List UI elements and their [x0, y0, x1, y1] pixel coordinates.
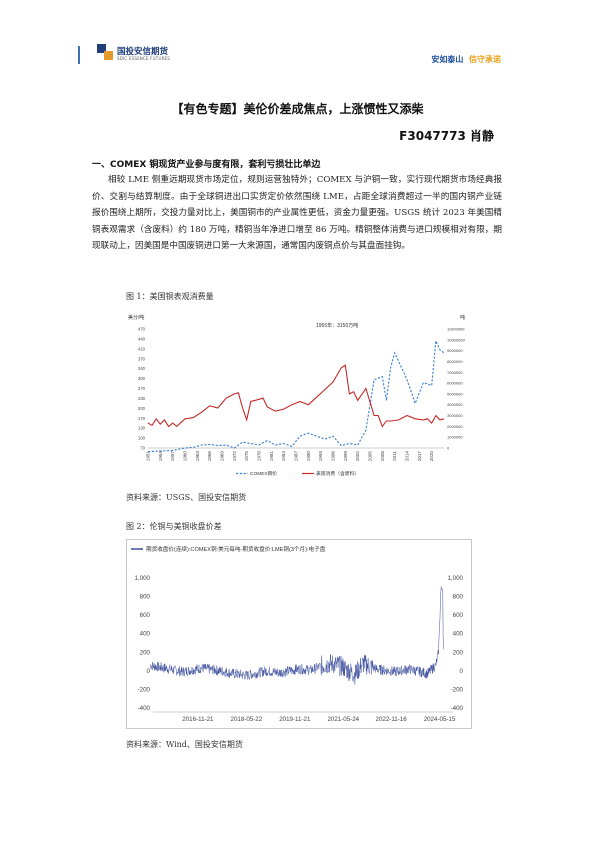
fig1-series-comex-line [147, 338, 445, 453]
fig1-series-consumption-line [147, 364, 445, 428]
fig1-x-tick-label: 1951 [146, 451, 151, 462]
fig1-x-tick-label: 1960 [183, 451, 188, 462]
fig1-right-tick-label: 5000000 [447, 391, 463, 396]
fig1-x-tick-label: 2014 [405, 451, 410, 462]
fig1-x-tick-label: 1990 [306, 451, 311, 462]
fig1-left-tick-label: 130 [138, 426, 146, 431]
figure1-caption: 图 1：美国铜表观消费量 [126, 292, 214, 301]
fig1-left-axis-label: 美分/吨 [128, 314, 144, 321]
fig1-x-tick-label: 2020 [429, 451, 434, 462]
fig2-legend-label: 期货收盘价(连续):COMEX铜:美元每吨-期货收盘价:LME铜(3个月):电子… [146, 545, 326, 553]
fig2-right-tick-label: 600 [453, 612, 464, 619]
fig2-left-tick-label: 200 [140, 649, 151, 656]
fig2-x-tick-label: 2021-05-24 [327, 716, 359, 723]
fig1-right-tick-label: 1000000 [447, 435, 463, 440]
fig1-left-tick-label: 300 [138, 376, 146, 381]
figure1-svg: 美分/吨 吨 1955年：3150万吨 470 440 410 370 340 300 27… [128, 314, 466, 477]
fig2-right-tick-label: -400 [451, 705, 464, 712]
figure1-chart: 美分/吨 吨 1955年：3150万吨 470 440 410 370 340 300 27… [126, 307, 472, 483]
fig2-left-tick-label: 400 [140, 631, 151, 638]
fig1-x-tick-label: 1966 [207, 451, 212, 462]
fig1-x-tick-label: 1999 [343, 451, 348, 462]
fig2-right-tick-label: 200 [453, 649, 464, 656]
fig1-annotation: 1955年：3150万吨 [316, 322, 358, 329]
fig1-right-tick-label: 4000000 [447, 402, 463, 407]
header-slogan: 安如泰山 信守承诺 [431, 54, 501, 65]
fig2-spread-line [150, 586, 445, 685]
fig2-left-tick-label: 800 [140, 594, 151, 601]
fig1-left-tick-label: 200 [138, 406, 146, 411]
fig2-x-tick-label: 2019-11-21 [279, 716, 311, 723]
fig1-right-tick-label: 10000000 [447, 337, 466, 342]
fig1-right-tick-label: 11000000 [447, 327, 465, 332]
figure1-source: 资料来源：USGS、国投安信期货 [126, 493, 247, 502]
fig1-left-tick-label: 270 [138, 386, 146, 391]
header-accent-bar [78, 46, 80, 64]
figure2-source: 资料来源：Wind、国投安信期货 [126, 740, 243, 749]
fig2-right-tick-label: -200 [451, 686, 464, 693]
fig1-left-tick-label: 410 [138, 346, 146, 351]
fig1-left-tick-label: 100 [138, 436, 146, 441]
fig2-right-tick-label: 800 [453, 594, 464, 601]
figure2-svg: 期货收盘价(连续):COMEX铜:美元每吨-期货收盘价:LME铜(3个月):电子… [131, 545, 464, 723]
fig1-x-tick-label: 1954 [158, 451, 163, 462]
fig1-left-tick-label: 440 [138, 336, 146, 341]
fig2-left-tick-label: 0 [147, 668, 151, 675]
fig2-right-tick-label: 0 [460, 668, 464, 675]
fig1-right-tick-label: 6000000 [447, 381, 463, 386]
figure2-caption: 图 2：伦铜与美铜收盘价差 [126, 522, 222, 531]
slogan-part1: 安如泰山 [431, 55, 464, 64]
fig1-x-tick-label: 1987 [294, 451, 299, 462]
fig1-x-tick-label: 1996 [331, 451, 336, 462]
fig1-x-tick-label: 1981 [269, 451, 274, 462]
fig1-x-tick-label: 1972 [232, 451, 237, 462]
section-heading: 一、COMEX 铜现货产业参与度有限，套利亏损壮比单边 [92, 160, 321, 170]
fig2-left-tick-label: 1,000 [135, 575, 151, 582]
fig2-right-tick-label: 400 [453, 631, 464, 638]
fig1-x-tick-label: 1957 [170, 451, 175, 462]
fig1-right-tick-label: 9000000 [447, 348, 463, 353]
fig1-x-tick-label: 1993 [318, 451, 323, 462]
document-author: F3047773 肖静 [399, 129, 494, 143]
fig2-right-tick-label: 1,000 [448, 575, 464, 582]
slogan-part2: 信守承诺 [469, 55, 501, 64]
fig2-left-tick-label: 600 [140, 612, 151, 619]
fig1-x-tick-label: 1978 [257, 451, 262, 462]
fig1-x-tick-label: 2017 [417, 451, 422, 462]
fig1-right-tick-label: 8000000 [447, 359, 463, 364]
fig1-x-tick-label: 2011 [392, 451, 397, 461]
document-title: 【有色专题】美伦价差成焦点，上涨惯性又添柴 [171, 102, 424, 116]
fig1-x-tick-label: 1963 [195, 451, 200, 462]
fig1-right-tick-label: 3000000 [447, 413, 463, 418]
fig2-x-tick-label: 2022-11-16 [376, 716, 408, 723]
company-logo-cn: 国投安信期货 [117, 47, 169, 57]
fig1-left-tick-label: 170 [138, 416, 146, 421]
fig2-x-tick-label: 2016-11-21 [182, 716, 214, 723]
fig1-left-tick-label: 230 [138, 396, 146, 401]
fig2-x-tick-label: 2018-05-22 [231, 716, 263, 723]
company-logo-icon [97, 44, 113, 60]
fig2-x-tick-label: 2024-05-15 [424, 716, 456, 723]
fig1-right-tick-label: 2000000 [447, 424, 463, 429]
fig1-x-tick-label: 2005 [368, 451, 373, 462]
fig1-x-tick-label: 1975 [244, 451, 249, 462]
fig1-right-tick-label: 0 [447, 446, 450, 451]
fig1-x-tick-label: 2002 [355, 451, 360, 462]
fig1-left-tick-label: 470 [138, 327, 146, 332]
fig1-left-tick-label: 370 [138, 356, 146, 361]
fig1-x-tick-label: 2008 [380, 451, 385, 462]
fig1-x-tick-label: 1969 [220, 451, 225, 462]
fig1-legend-label: 表观消费（含废料） [316, 470, 359, 477]
fig2-left-tick-label: -400 [138, 705, 151, 712]
fig1-legend-label: COMEX铜价 [250, 470, 277, 477]
company-logo-en: SDIC ESSENCE FUTURES [117, 56, 171, 61]
figure2-chart: 期货收盘价(连续):COMEX铜:美元每吨-期货收盘价:LME铜(3个月):电子… [126, 539, 472, 729]
fig1-right-tick-label: 7000000 [447, 370, 463, 375]
fig2-left-tick-label: -200 [138, 686, 151, 693]
body-paragraph: 相较 LME 侧重远期现货市场定位，规则运营独特外；COMEX 与沪铜一致，实行… [92, 175, 502, 251]
fig1-left-tick-label: 70 [140, 446, 145, 451]
fig1-x-tick-label: 1984 [281, 451, 286, 462]
fig1-left-tick-label: 340 [138, 366, 146, 371]
fig1-right-axis-label: 吨 [460, 314, 465, 321]
